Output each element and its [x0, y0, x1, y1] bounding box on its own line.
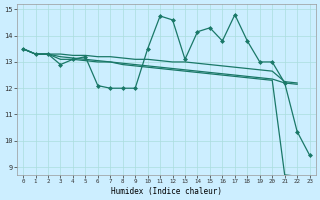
X-axis label: Humidex (Indice chaleur): Humidex (Indice chaleur)	[111, 187, 222, 196]
